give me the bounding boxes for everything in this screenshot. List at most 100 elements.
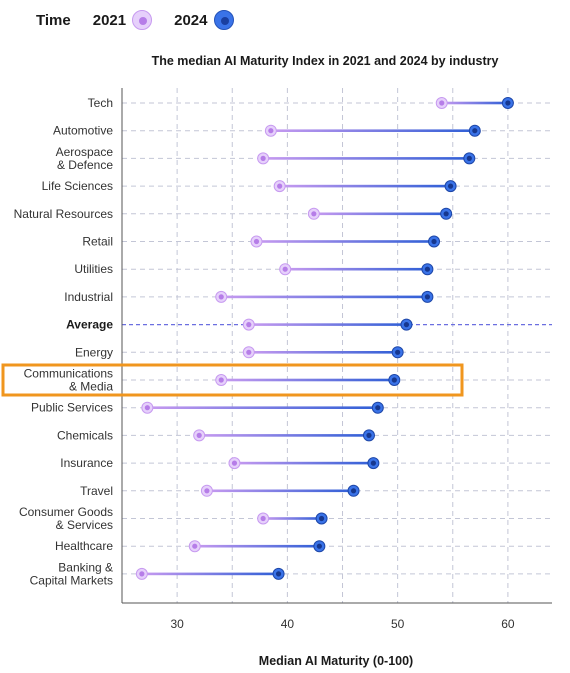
category-label-line: Retail bbox=[82, 235, 113, 249]
point-2021-core bbox=[282, 266, 288, 272]
connector-line bbox=[199, 434, 369, 437]
connector-line bbox=[221, 295, 428, 299]
category-label: Average bbox=[66, 318, 113, 332]
connector-line bbox=[147, 406, 378, 409]
category-label-line: Average bbox=[66, 318, 113, 332]
point-2024-core bbox=[424, 294, 431, 300]
category-label: Automotive bbox=[53, 124, 113, 138]
category-label: Banking & Capital Markets bbox=[30, 560, 113, 587]
category-label: Public Services bbox=[31, 401, 113, 415]
category-label: Industrial bbox=[64, 290, 113, 304]
point-2024-core bbox=[447, 183, 454, 189]
category-label: Utilities bbox=[74, 262, 113, 276]
category-label: Energy bbox=[75, 345, 113, 359]
category-label: Insurance bbox=[60, 456, 113, 470]
mark-layer bbox=[135, 97, 514, 580]
point-2021-core bbox=[144, 405, 150, 411]
connector-line bbox=[270, 129, 475, 132]
point-2024-core bbox=[275, 571, 282, 577]
axis-layer: 30 40 50 60 bbox=[121, 88, 552, 631]
connector-line bbox=[263, 157, 470, 160]
point-2021-core bbox=[253, 238, 260, 245]
x-tick-label: 60 bbox=[501, 617, 515, 631]
point-2021-core bbox=[246, 322, 252, 328]
category-label: Natural Resources bbox=[14, 207, 113, 221]
point-2021-core bbox=[246, 349, 252, 355]
category-label: Consumer Goods & Services bbox=[19, 505, 113, 532]
point-2024-core bbox=[350, 488, 357, 494]
point-2021-core bbox=[439, 100, 445, 106]
point-2024-core bbox=[472, 128, 478, 134]
point-2021-core bbox=[311, 211, 317, 217]
category-label-line: Industrial bbox=[64, 290, 113, 304]
point-2024-core bbox=[505, 100, 511, 106]
category-label-line: Tech bbox=[88, 96, 113, 110]
category-label-line: Aerospace bbox=[56, 145, 114, 159]
legend-title: Time bbox=[36, 11, 71, 29]
connector-line bbox=[221, 378, 395, 382]
connector-line bbox=[285, 267, 428, 271]
connector-line bbox=[206, 489, 354, 493]
legend-label-2024: 2024 bbox=[174, 11, 208, 29]
x-axis-title: Median AI Maturity (0-100) bbox=[258, 654, 414, 668]
point-2024-core bbox=[466, 155, 472, 161]
point-2021-core bbox=[218, 294, 224, 300]
point-2021-core bbox=[192, 543, 198, 549]
category-label-line: Utilities bbox=[74, 262, 113, 276]
category-label-line: Public Services bbox=[31, 401, 113, 415]
point-2024-core bbox=[395, 349, 401, 355]
legend-marker-2024 bbox=[213, 10, 234, 30]
connector-line bbox=[141, 572, 279, 576]
point-2024-core bbox=[403, 322, 410, 328]
connector-line bbox=[313, 212, 447, 216]
category-label-line: Natural Resources bbox=[14, 207, 113, 221]
point-2021-core bbox=[231, 460, 238, 466]
point-2021-core bbox=[204, 488, 210, 494]
grid-layer bbox=[122, 88, 552, 603]
category-label-line: Life Sciences bbox=[42, 179, 113, 193]
connector-line bbox=[234, 461, 374, 465]
category-label-line: Travel bbox=[80, 484, 113, 498]
point-2021-core bbox=[260, 515, 266, 522]
legend-marker-2021 bbox=[132, 10, 153, 30]
highlight-box bbox=[1, 363, 464, 397]
category-label-line: & Services bbox=[56, 518, 113, 532]
category-label-line: & Defence bbox=[57, 158, 113, 172]
point-2024-core bbox=[375, 405, 381, 411]
connector-line bbox=[256, 240, 435, 243]
point-2021-core bbox=[139, 571, 145, 577]
connector-line bbox=[263, 517, 322, 520]
category-label-line: Insurance bbox=[60, 456, 113, 470]
x-tick-label: 40 bbox=[281, 617, 295, 631]
connector-line bbox=[441, 101, 508, 105]
point-2024-core bbox=[318, 515, 325, 522]
point-2024-core bbox=[431, 238, 437, 245]
category-label-line: Communications bbox=[24, 367, 113, 381]
point-2021-core bbox=[260, 155, 266, 161]
point-2024-core bbox=[316, 543, 322, 549]
connector-line bbox=[248, 351, 398, 354]
highlight-layer bbox=[1, 363, 464, 397]
label-layer: Tech Automotive Aerospace & Defence Life Sci… bbox=[14, 96, 114, 587]
point-2024-core bbox=[391, 377, 397, 383]
point-2021-core bbox=[196, 432, 202, 438]
category-label: Tech bbox=[88, 96, 113, 110]
chart-title: The median AI Maturity Index in 2021 and… bbox=[151, 54, 499, 68]
legend: Time 2021 2024 bbox=[36, 8, 256, 32]
category-label: Travel bbox=[80, 484, 113, 498]
connector-line bbox=[194, 544, 320, 548]
category-label-line: Energy bbox=[75, 345, 113, 359]
category-label: Communications & Media bbox=[24, 367, 114, 394]
point-2024-core bbox=[370, 460, 376, 466]
connector-line bbox=[248, 323, 407, 326]
x-tick-label: 50 bbox=[391, 617, 405, 631]
category-label: Chemicals bbox=[57, 428, 113, 442]
category-label-line: Healthcare bbox=[55, 539, 113, 553]
point-2021-core bbox=[218, 377, 224, 383]
legend-label-2021: 2021 bbox=[92, 11, 127, 29]
category-label-line: Chemicals bbox=[57, 428, 113, 442]
point-2021-core bbox=[277, 183, 283, 189]
category-label-line: & Media bbox=[69, 380, 113, 394]
category-label-line: Capital Markets bbox=[30, 573, 113, 587]
